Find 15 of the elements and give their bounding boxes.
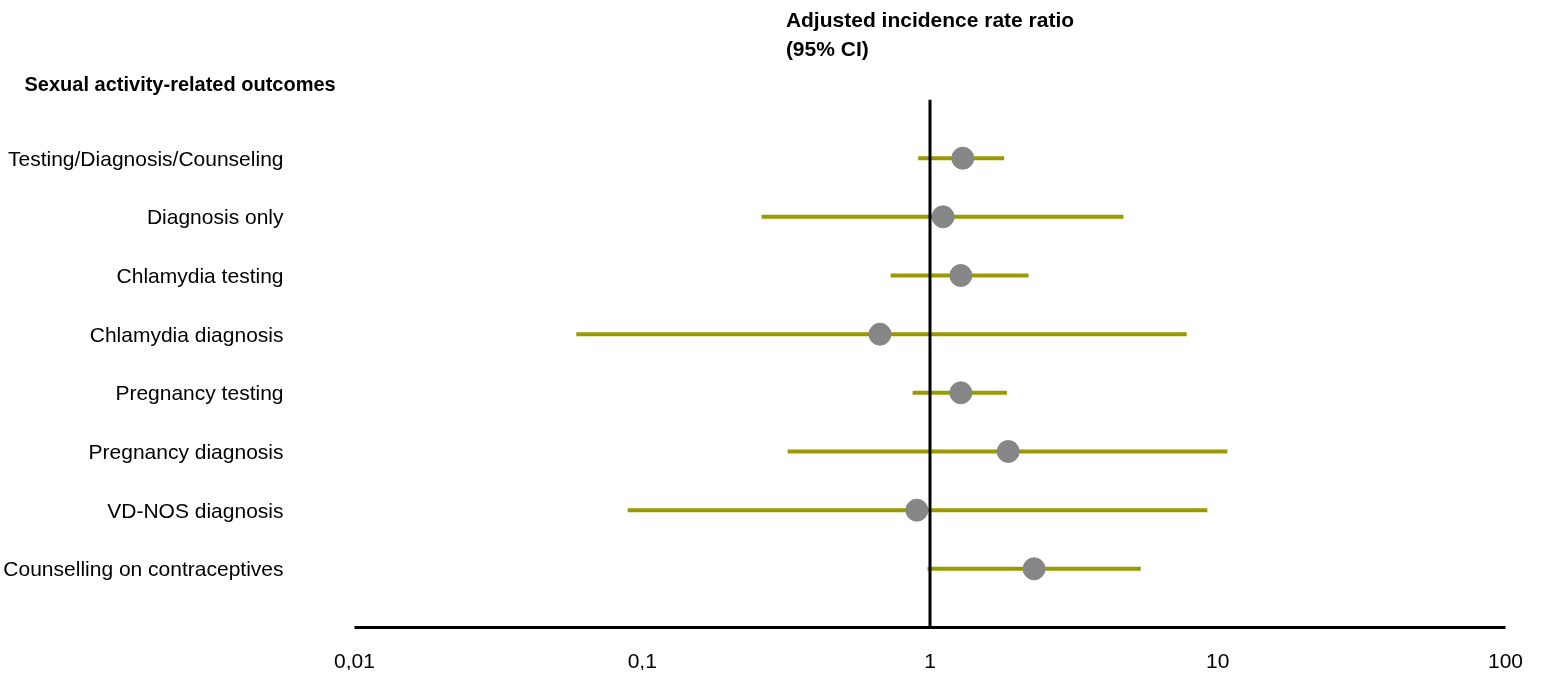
y-tick-label: Pregnancy testing: [115, 381, 284, 405]
chart-title: Adjusted incidence rate ratio (95% CI): [785, 7, 1075, 61]
y-tick-label: Counselling on contraceptives: [3, 557, 284, 581]
y-tick-label: VD-NOS diagnosis: [107, 498, 284, 522]
y-tick-label: Chlamydia diagnosis: [89, 322, 284, 346]
y-axis-title: Sexual activity-related outcomes: [24, 72, 336, 95]
x-tick-label: 100: [1487, 648, 1524, 672]
x-tick-label: 0,01: [334, 648, 375, 672]
y-tick-label: Testing/Diagnosis/Counseling: [8, 146, 284, 170]
y-tick-label: Chlamydia testing: [116, 264, 284, 287]
y-tick-label: Diagnosis only: [146, 205, 284, 229]
y-tick-label: Pregnancy diagnosis: [88, 440, 284, 463]
x-tick-label: 10: [1206, 648, 1230, 672]
x-tick-label: 0,1: [627, 648, 657, 672]
x-tick-label: 1: [924, 648, 936, 672]
